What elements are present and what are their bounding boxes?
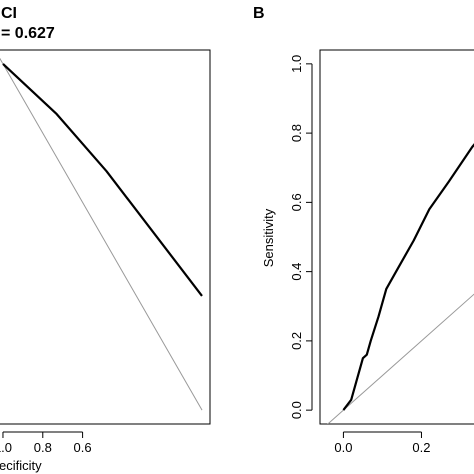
panel-b-y-tick-label: 1.0 [289,55,304,73]
panel-b-y-axis-label: Sensitivity [261,208,276,267]
panel-a-x-tick-label: 0.8 [34,440,52,455]
panel-b: B 0.0 0.2 0.0 0.2 0.4 0.6 0.8 1.0 Sensitivity [253,5,474,455]
panel-b-x-axis: 0.0 0.2 [334,431,431,455]
panel-a-x-axis-label: ecificity [0,458,42,473]
panel-b-x-tick-label: 0.0 [334,440,352,455]
panel-b-roc-curve [342,143,474,411]
panel-b-y-tick-label: 0.8 [289,124,304,142]
panel-a-x-tick-label: 0.6 [74,440,92,455]
panel-a-plot-area [0,49,211,425]
panel-b-x-tick-label: 0.2 [412,440,430,455]
panel-a: CI = 0.627 0.6 0.8 1.0 ecificity [0,5,211,473]
panel-b-y-tick-label: 0.4 [289,263,304,281]
panel-b-y-axis: 0.0 0.2 0.4 0.6 0.8 1.0 [289,55,313,419]
panel-a-x-tick-label: 1.0 [0,440,12,455]
panel-a-roc-curve [2,63,203,297]
panel-a-title: CI [1,5,17,22]
panel-a-plot-frame [0,49,211,425]
panel-a-reference-line [0,57,203,411]
panel-b-plot-frame [319,49,474,425]
panel-b-y-tick-label: 0.6 [289,193,304,211]
panel-a-x-axis: 0.6 0.8 1.0 [0,431,92,455]
panel-b-reference-line [327,293,474,424]
panel-a-subtitle: = 0.627 [1,25,55,42]
panel-b-label: B [253,5,265,22]
panel-b-y-tick-label: 0.0 [289,401,304,419]
panel-b-plot-area [319,49,474,425]
panel-b-y-tick-label: 0.2 [289,332,304,350]
